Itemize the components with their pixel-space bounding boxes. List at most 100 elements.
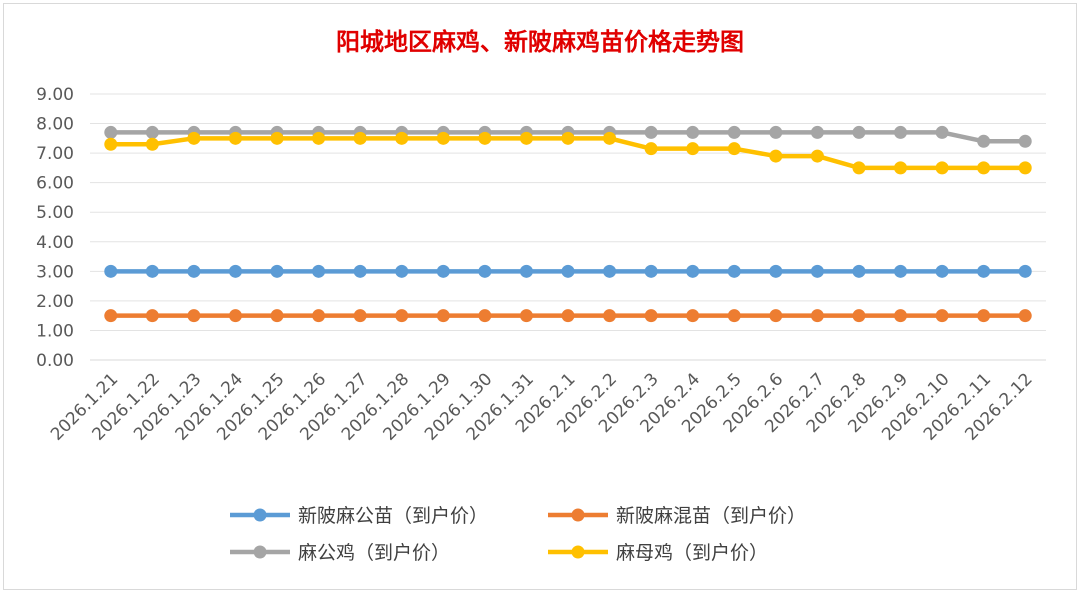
- data-point: [894, 161, 908, 175]
- data-point: [436, 264, 450, 278]
- data-point: [727, 125, 741, 139]
- data-point: [769, 149, 783, 163]
- data-point: [312, 264, 326, 278]
- data-point: [686, 264, 700, 278]
- data-point: [519, 264, 533, 278]
- legend-item-1: 新陂麻混苗（到户价）: [548, 505, 806, 527]
- legend-label: 新陂麻公苗（到户价）: [298, 505, 488, 527]
- data-point: [935, 161, 949, 175]
- data-point: [187, 264, 201, 278]
- data-point: [104, 264, 118, 278]
- data-point: [1018, 264, 1032, 278]
- data-point: [561, 264, 575, 278]
- data-point: [353, 309, 367, 323]
- x-axis-ticks: 2026.1.212026.1.222026.1.232026.1.242026…: [47, 369, 1037, 444]
- data-point: [977, 264, 991, 278]
- data-point: [270, 309, 284, 323]
- data-point: [727, 309, 741, 323]
- data-point: [810, 125, 824, 139]
- y-tick-label: 1.00: [36, 321, 74, 341]
- data-point: [228, 131, 242, 145]
- data-point: [686, 309, 700, 323]
- legend-label: 新陂麻混苗（到户价）: [616, 505, 806, 527]
- data-point: [478, 264, 492, 278]
- data-point: [228, 264, 242, 278]
- y-tick-label: 3.00: [36, 262, 74, 282]
- chart-title: 阳城地区麻鸡、新陂麻鸡苗价格走势图: [336, 27, 744, 56]
- data-point: [810, 149, 824, 163]
- legend-swatch-marker: [253, 508, 267, 522]
- y-tick-label: 9.00: [36, 85, 74, 105]
- series-lines: [104, 125, 1032, 323]
- data-point: [935, 125, 949, 139]
- data-point: [353, 264, 367, 278]
- data-point: [561, 309, 575, 323]
- data-point: [270, 131, 284, 145]
- data-point: [769, 125, 783, 139]
- y-tick-label: 7.00: [36, 144, 74, 164]
- data-point: [395, 131, 409, 145]
- data-point: [852, 309, 866, 323]
- data-point: [644, 142, 658, 156]
- data-point: [894, 309, 908, 323]
- legend-swatch-marker: [571, 508, 585, 522]
- data-point: [1018, 134, 1032, 148]
- data-point: [644, 309, 658, 323]
- series-0: [104, 264, 1032, 278]
- data-point: [852, 161, 866, 175]
- data-point: [852, 264, 866, 278]
- data-point: [644, 125, 658, 139]
- data-point: [769, 309, 783, 323]
- data-point: [810, 309, 824, 323]
- legend-label: 麻公鸡（到户价）: [298, 542, 450, 564]
- y-tick-label: 8.00: [36, 115, 74, 135]
- data-point: [769, 264, 783, 278]
- data-point: [727, 264, 741, 278]
- legend: 新陂麻公苗（到户价） 新陂麻混苗（到户价） 麻公鸡（到户价） 麻母鸡（到户价）: [230, 505, 806, 564]
- legend-label: 麻母鸡（到户价）: [616, 542, 768, 564]
- data-point: [686, 125, 700, 139]
- y-tick-label: 2.00: [36, 292, 74, 312]
- data-point: [104, 137, 118, 151]
- chart-frame: [3, 3, 1077, 590]
- data-point: [1018, 309, 1032, 323]
- legend-swatch-marker: [253, 545, 267, 559]
- data-point: [353, 131, 367, 145]
- data-point: [1018, 161, 1032, 175]
- data-point: [603, 264, 617, 278]
- data-point: [894, 125, 908, 139]
- series-1: [104, 309, 1032, 323]
- data-point: [603, 309, 617, 323]
- y-tick-label: 6.00: [36, 174, 74, 194]
- data-point: [395, 309, 409, 323]
- data-point: [727, 142, 741, 156]
- data-point: [852, 125, 866, 139]
- data-point: [935, 264, 949, 278]
- data-point: [145, 309, 159, 323]
- data-point: [478, 131, 492, 145]
- y-axis-ticks: 0.00 1.00 2.00 3.00 4.00 5.00 6.00 7.00 8.00 9.00: [36, 85, 74, 371]
- data-point: [145, 264, 159, 278]
- data-point: [228, 309, 242, 323]
- data-point: [894, 264, 908, 278]
- data-point: [104, 125, 118, 139]
- data-point: [603, 131, 617, 145]
- data-point: [312, 131, 326, 145]
- data-point: [810, 264, 824, 278]
- legend-item-2: 麻公鸡（到户价）: [230, 542, 450, 564]
- data-point: [145, 137, 159, 151]
- data-point: [686, 142, 700, 156]
- data-point: [478, 309, 492, 323]
- data-point: [519, 309, 533, 323]
- data-point: [436, 131, 450, 145]
- y-tick-label: 0.00: [36, 351, 74, 371]
- data-point: [977, 134, 991, 148]
- data-point: [644, 264, 658, 278]
- y-tick-label: 4.00: [36, 233, 74, 253]
- legend-item-0: 新陂麻公苗（到户价）: [230, 505, 488, 527]
- data-point: [395, 264, 409, 278]
- data-point: [145, 125, 159, 139]
- data-point: [312, 309, 326, 323]
- series-3: [104, 131, 1032, 175]
- data-point: [561, 131, 575, 145]
